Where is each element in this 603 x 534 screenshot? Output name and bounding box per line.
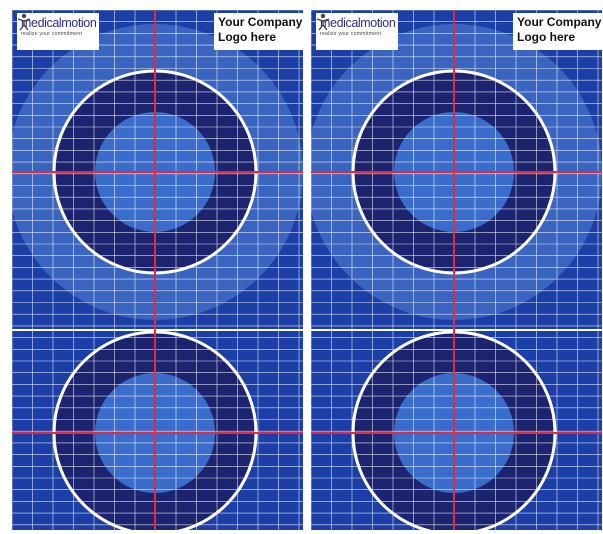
brand-wordmark: medicalmotion [21,16,97,30]
person-figure-icon [17,13,31,31]
company-logo-placeholder: Your Company Logo here [214,13,303,50]
brand-logo: medicalmotion realize your commitment [316,13,398,50]
company-logo-placeholder: Your Company Logo here [513,13,602,50]
company-logo-line1: Your Company [218,15,303,29]
brand-tagline: realize your commitment [320,31,382,37]
target-graphic [12,10,303,530]
target-panel-right: medicalmotion realize your commitment Yo… [311,10,602,530]
company-logo-line1: Your Company [517,15,602,29]
company-logo-line2: Logo here [218,30,277,44]
target-panel-left: medicalmotion realize your commitment Yo… [12,10,303,530]
target-graphic [311,10,602,530]
brand-tagline: realize your commitment [21,31,83,37]
company-logo-line2: Logo here [517,30,576,44]
brand-wordmark: medicalmotion [320,16,396,30]
person-figure-icon [316,13,330,31]
brand-logo: medicalmotion realize your commitment [17,13,99,50]
